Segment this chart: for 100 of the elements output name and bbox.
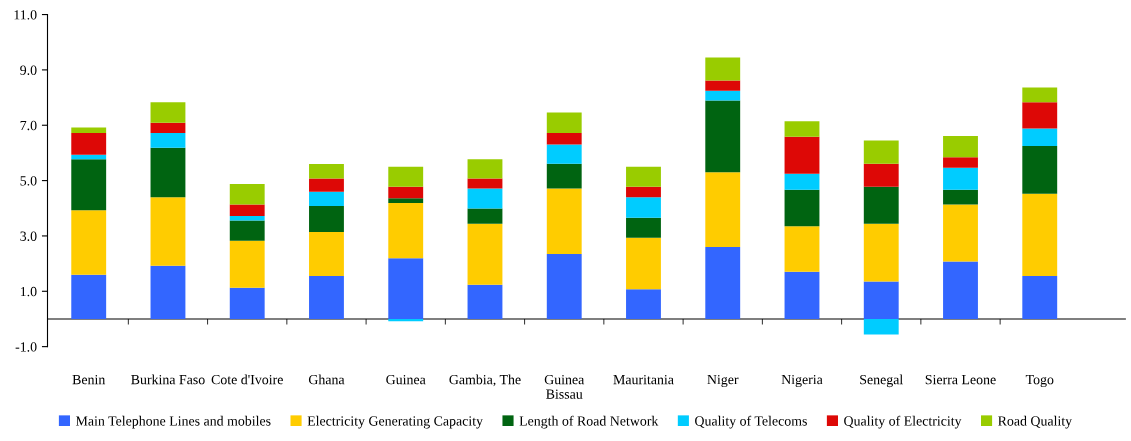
bar [784, 173, 820, 190]
bar [705, 172, 741, 247]
bar [1022, 102, 1058, 129]
x-tick-label: Niger [707, 374, 739, 388]
bar [705, 247, 741, 319]
bar [943, 261, 978, 319]
bar [229, 287, 265, 319]
bar [546, 163, 582, 189]
bar [150, 147, 186, 198]
bar [784, 226, 820, 272]
bar [388, 186, 424, 199]
bar [943, 157, 978, 168]
bar [784, 271, 820, 319]
bar [150, 132, 186, 148]
y-tick-label: 11.0 [14, 10, 37, 20]
bar [863, 163, 899, 187]
bar [467, 188, 503, 209]
bar [863, 223, 899, 282]
bar [626, 217, 661, 238]
bar [71, 154, 107, 160]
bar [309, 206, 344, 233]
y-tick-label: 5.0 [20, 176, 37, 186]
bar [784, 136, 820, 174]
bar [1022, 276, 1058, 319]
bar [467, 208, 503, 224]
bar [546, 253, 582, 319]
bar [546, 112, 582, 133]
x-tick-label: Burkina Faso [131, 374, 205, 385]
bar [229, 183, 265, 205]
bar [388, 166, 424, 187]
bar [1022, 87, 1058, 103]
bar [1022, 128, 1058, 146]
x-tick-label: Cote d'Ivoire [211, 374, 283, 385]
legend-label: Quality of Telecoms [695, 415, 807, 429]
y-tick-label: 1.0 [20, 286, 37, 297]
bar [229, 220, 265, 241]
x-tick-label: Guinea Bissau [544, 374, 585, 399]
x-tick-label: Togo [1025, 375, 1054, 388]
bar [467, 159, 503, 179]
bar [150, 265, 186, 319]
bar [467, 178, 503, 189]
bar [546, 144, 582, 164]
legend-label: Length of Road Network [519, 415, 659, 429]
bar [943, 204, 978, 262]
bar [467, 284, 503, 319]
bar [943, 167, 978, 190]
x-tick-label: Sierra Leone [925, 374, 996, 385]
legend-label: Electricity Generating Capacity [307, 415, 483, 429]
bar [626, 237, 661, 290]
bar [71, 274, 107, 319]
bar [150, 122, 186, 133]
bar [71, 159, 107, 211]
bar [309, 276, 344, 319]
x-tick-label: Ghana [308, 374, 345, 385]
bar [943, 189, 978, 205]
bar [229, 216, 265, 221]
bar [467, 223, 503, 285]
bar [71, 210, 107, 275]
bar [626, 289, 661, 319]
bar [863, 318, 899, 335]
bar [1022, 146, 1058, 194]
legend-label: Main Telephone Lines and mobiles [75, 415, 271, 429]
y-tick-label: -1.0 [15, 342, 37, 352]
bar [546, 188, 582, 254]
y-tick-label: 7.0 [20, 120, 37, 131]
bar [309, 232, 344, 277]
bar [943, 136, 978, 158]
bar [309, 163, 344, 179]
bar [705, 80, 741, 91]
bar [71, 132, 107, 155]
x-tick-label: Guinea [386, 374, 426, 385]
bar [626, 186, 661, 198]
bar [150, 102, 186, 123]
x-tick-label: Senegal [860, 374, 903, 388]
bar [150, 197, 186, 266]
bar [71, 127, 107, 133]
bar [784, 121, 820, 137]
legend-label: Quality of Electricity [844, 415, 962, 429]
bar [626, 197, 661, 218]
y-tick-label: 9.0 [20, 65, 37, 75]
bar [705, 90, 741, 101]
bar [705, 57, 741, 81]
bar [705, 100, 741, 173]
bar [863, 140, 899, 164]
bar [546, 132, 582, 145]
bar [784, 189, 820, 227]
x-tick-label: Nigeria [781, 374, 823, 388]
bar [309, 191, 344, 207]
bar [309, 178, 344, 192]
bar [388, 203, 424, 259]
legend-label: Road Quality [998, 415, 1073, 429]
x-tick-label: Benin [72, 374, 106, 385]
bar [388, 258, 424, 319]
bar [863, 186, 899, 224]
bar [388, 198, 424, 203]
x-tick-label: Gambia, The [449, 374, 521, 387]
x-tick-label: Mauritania [613, 374, 674, 385]
bar [388, 318, 424, 322]
bar [229, 204, 265, 217]
bar [229, 240, 265, 288]
